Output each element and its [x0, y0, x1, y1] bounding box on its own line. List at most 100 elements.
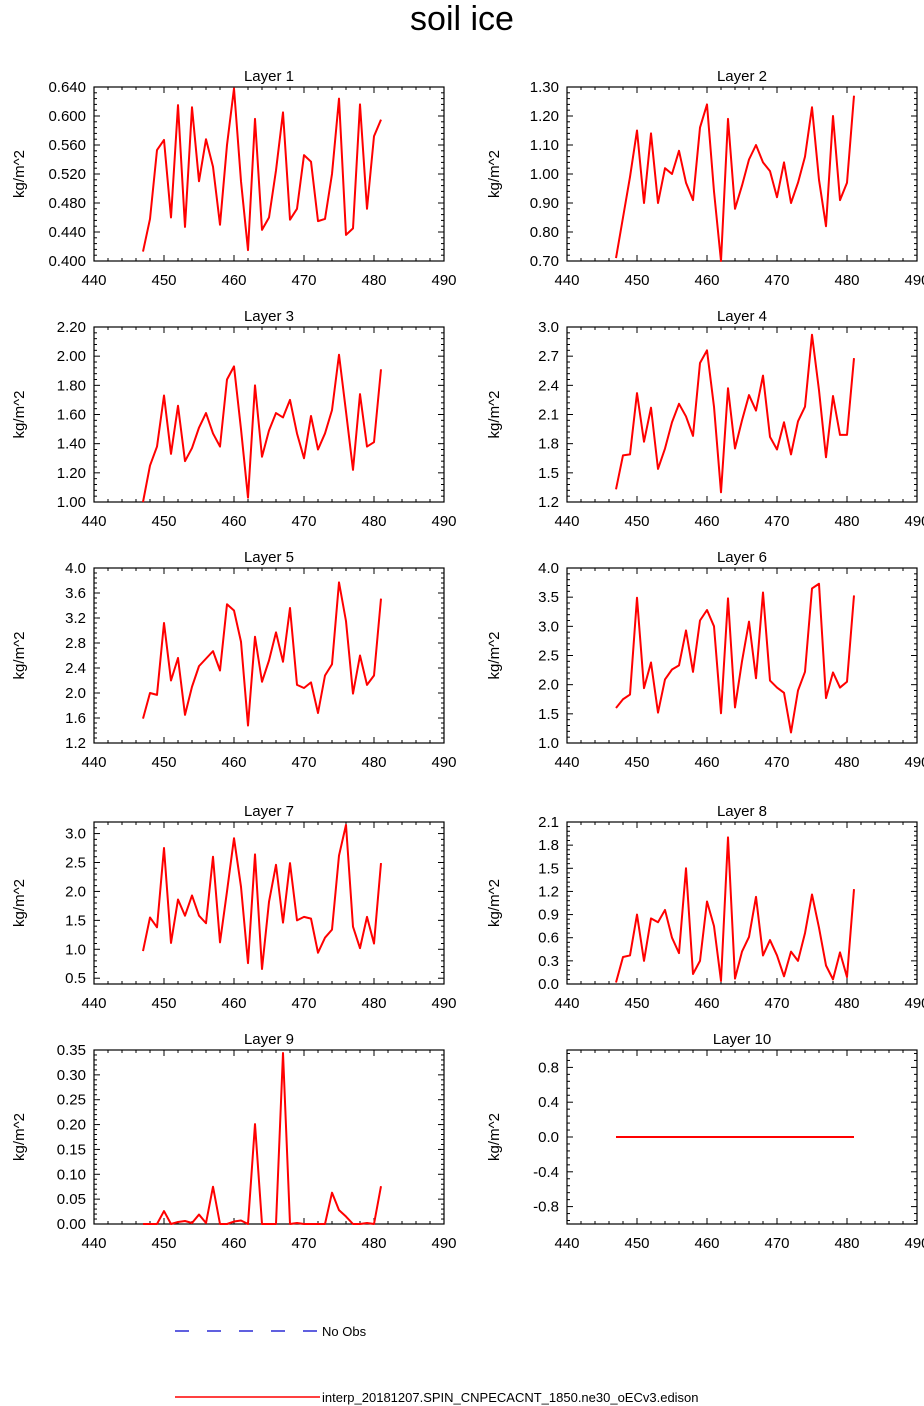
x-tick-label: 450: [151, 272, 176, 289]
y-tick-label: 1.10: [530, 137, 559, 154]
y-tick-label: 2.7: [538, 348, 559, 365]
x-tick-label: 450: [151, 513, 176, 530]
y-tick-label: 1.2: [538, 494, 559, 511]
x-tick-label: 440: [554, 513, 579, 530]
x-tick-label: 470: [764, 995, 789, 1012]
y-tick-label: 0.400: [48, 253, 86, 270]
y-tick-label: 0.9: [538, 907, 559, 924]
y-tick-label: 3.6: [65, 585, 86, 602]
chart-panel-layer-8: Layer 8 kg/m^2 440 450 460 470 480 490 0.0 0.3 0.6…: [486, 803, 924, 1012]
panel-title: Layer 6: [717, 549, 767, 566]
x-tick-label: 450: [624, 513, 649, 530]
series-line: [615, 836, 855, 983]
x-tick-label: 470: [291, 513, 316, 530]
y-tick-label: -0.8: [533, 1199, 559, 1216]
series-line: [142, 823, 382, 970]
y-tick-label: 2.8: [65, 635, 86, 652]
panel-title: Layer 4: [717, 308, 767, 325]
x-tick-label: 460: [694, 995, 719, 1012]
y-tick-label: 1.2: [538, 883, 559, 900]
y-axis-label: kg/m^2: [486, 150, 503, 198]
x-tick-label: 460: [221, 513, 246, 530]
plot-frame: [93, 1049, 445, 1225]
x-tick-label: 440: [554, 754, 579, 771]
y-tick-label: 1.6: [65, 710, 86, 727]
y-axis-label: kg/m^2: [486, 391, 503, 439]
x-tick-label: 490: [431, 272, 456, 289]
panel-title: Layer 9: [244, 1031, 294, 1048]
y-axis-label: kg/m^2: [486, 879, 503, 927]
x-tick-label: 440: [554, 995, 579, 1012]
x-tick-label: 490: [431, 513, 456, 530]
y-axis-label: kg/m^2: [11, 879, 28, 927]
y-tick-label: 3.0: [538, 319, 559, 336]
y-tick-label: 1.8: [538, 837, 559, 854]
x-tick-label: 460: [694, 754, 719, 771]
series-line: [142, 87, 382, 252]
y-tick-label: 2.4: [538, 377, 559, 394]
chart-panel-layer-10: Layer 10 kg/m^2 440 450 460 470 480 490 -0.8 -0.4…: [486, 1031, 924, 1252]
x-tick-label: 440: [554, 1235, 579, 1252]
y-tick-label: 0.25: [57, 1092, 86, 1109]
y-tick-label: 1.5: [538, 465, 559, 482]
series-line: [143, 1051, 382, 1225]
y-tick-label: 2.00: [57, 348, 86, 365]
x-tick-label: 480: [361, 1235, 386, 1252]
y-tick-label: -0.4: [533, 1164, 559, 1181]
panel-title: Layer 1: [244, 68, 294, 85]
y-tick-label: 1.5: [65, 912, 86, 929]
x-tick-label: 450: [151, 1235, 176, 1252]
plot-frame: [93, 567, 445, 744]
y-tick-label: 2.5: [538, 648, 559, 665]
y-tick-label: 0.70: [530, 253, 559, 270]
legend-obs-label: No Obs: [322, 1324, 367, 1339]
y-tick-label: 2.0: [538, 677, 559, 694]
y-tick-label: 0.35: [57, 1042, 86, 1059]
y-tick-label: 1.8: [538, 436, 559, 453]
series-line: [142, 353, 382, 503]
x-tick-label: 480: [834, 1235, 859, 1252]
y-tick-label: 3.5: [538, 589, 559, 606]
y-axis-label: kg/m^2: [11, 150, 28, 198]
y-tick-label: 0.640: [48, 79, 86, 96]
y-tick-label: 2.1: [538, 407, 559, 424]
x-tick-label: 490: [431, 995, 456, 1012]
y-tick-label: 0.480: [48, 195, 86, 212]
x-tick-label: 470: [291, 1235, 316, 1252]
y-tick-label: 0.520: [48, 166, 86, 183]
y-tick-label: 1.2: [65, 735, 86, 752]
x-tick-label: 460: [221, 272, 246, 289]
x-tick-label: 450: [151, 754, 176, 771]
x-tick-label: 480: [834, 754, 859, 771]
y-tick-label: 0.30: [57, 1067, 86, 1084]
y-tick-label: 4.0: [65, 560, 86, 577]
chart-panel-layer-4: Layer 4 kg/m^2 440 450 460 470 480 490 1.2 1.5 1.8…: [486, 308, 924, 530]
series-line: [615, 582, 855, 734]
x-tick-label: 450: [624, 995, 649, 1012]
y-axis-label: kg/m^2: [11, 391, 28, 439]
chart-panel-layer-9: Layer 9 kg/m^2 440 450 460 470 480 490 0.00 0.05 0…: [11, 1031, 457, 1252]
y-tick-label: 2.20: [57, 319, 86, 336]
x-tick-label: 460: [221, 1235, 246, 1252]
x-tick-label: 440: [81, 1235, 106, 1252]
x-tick-label: 470: [764, 272, 789, 289]
y-tick-label: 4.0: [538, 560, 559, 577]
y-tick-label: 0.3: [538, 953, 559, 970]
x-tick-label: 480: [834, 513, 859, 530]
chart-panel-layer-3: Layer 3 kg/m^2 440 450 460 470 480 490 1.00 1.20 1…: [11, 308, 457, 530]
x-tick-label: 470: [291, 272, 316, 289]
y-axis-label: kg/m^2: [486, 632, 503, 680]
y-tick-label: 1.0: [538, 735, 559, 752]
chart-panel-layer-2: Layer 2 kg/m^2 440 450 460 470 480 490 0.70 0.80 0…: [486, 68, 924, 289]
y-tick-label: 0.15: [57, 1141, 86, 1158]
x-tick-label: 490: [431, 754, 456, 771]
x-tick-label: 450: [624, 1235, 649, 1252]
x-tick-label: 460: [694, 513, 719, 530]
x-tick-label: 440: [81, 513, 106, 530]
x-tick-label: 480: [361, 995, 386, 1012]
y-axis-label: kg/m^2: [486, 1113, 503, 1161]
x-tick-label: 480: [361, 513, 386, 530]
y-tick-label: 3.2: [65, 610, 86, 627]
